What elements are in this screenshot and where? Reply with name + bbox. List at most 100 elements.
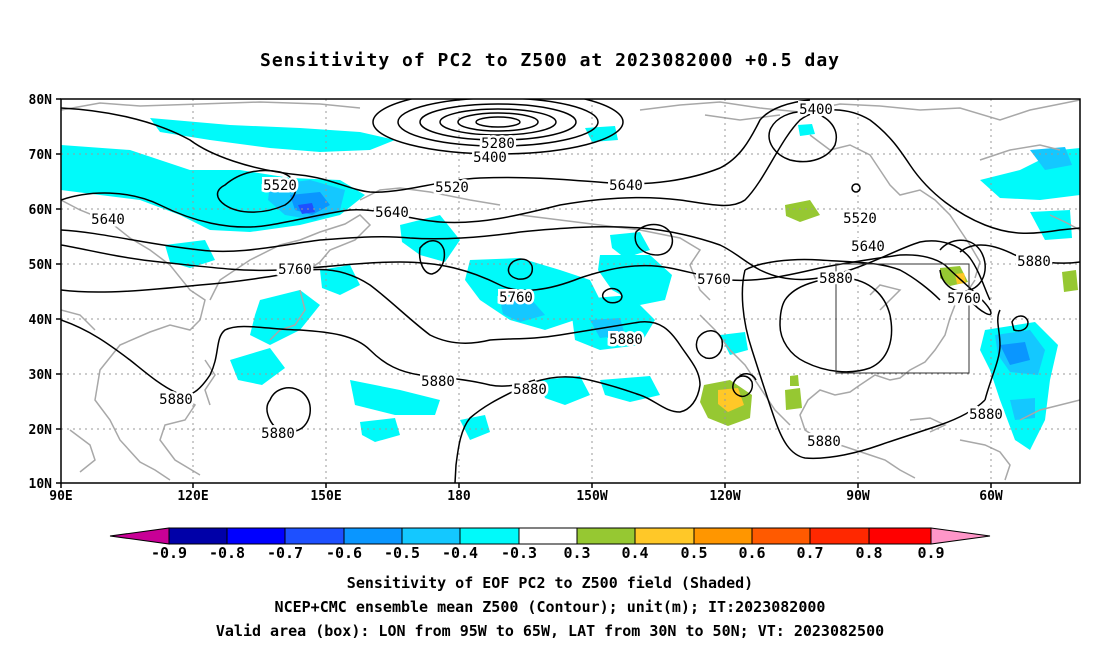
lon-label: 60W <box>979 489 1003 504</box>
shade-negative <box>250 290 320 345</box>
colorbar-label: -0.5 <box>384 544 420 562</box>
shade-negative <box>600 376 660 402</box>
colorbar-label: -0.9 <box>151 544 187 562</box>
contour-line <box>457 112 539 132</box>
coastline <box>159 394 201 476</box>
lon-label: 120W <box>709 489 740 504</box>
shade-negative <box>1030 147 1072 170</box>
contour-line <box>61 99 811 193</box>
contour-line <box>984 309 1001 401</box>
contour-line <box>939 239 986 292</box>
axis-ticks <box>56 98 992 488</box>
colorbar-swatch <box>168 527 228 545</box>
shade-negative <box>1030 210 1072 240</box>
shade-negative <box>350 380 440 415</box>
contour-label: 5760 <box>499 290 533 306</box>
contour-label: 5640 <box>91 212 125 228</box>
colorbar-swatch <box>868 527 932 545</box>
shade-positive <box>790 375 799 386</box>
shade-negative <box>298 203 315 214</box>
contour-label: 5760 <box>697 272 731 288</box>
contour-line <box>507 258 534 280</box>
contour-label: 5760 <box>278 262 312 278</box>
contour-label: 5640 <box>609 178 643 194</box>
contour-label: 5520 <box>435 180 469 196</box>
coastline <box>209 214 372 301</box>
contour-label: 5880 <box>513 382 547 398</box>
colorbar-swatch <box>401 527 461 545</box>
chart-title: Sensitivity of PC2 to Z500 at 2023082000… <box>259 50 840 71</box>
coastline <box>69 429 96 473</box>
lat-labels: 80N 70N 60N 50N 40N 30N 20N 10N <box>29 93 53 492</box>
coastline <box>519 214 711 301</box>
colorbar-label: -0.3 <box>501 544 537 562</box>
lat-label: 10N <box>29 477 53 492</box>
lat-label: 30N <box>29 368 53 383</box>
lat-label: 40N <box>29 313 53 328</box>
contour-line <box>741 269 986 460</box>
contour-line <box>61 109 1080 235</box>
shade-positive <box>785 388 802 410</box>
coastline <box>979 144 1061 161</box>
colorbar-right-arrow <box>930 527 991 545</box>
shade-negative <box>150 118 395 152</box>
shade-positive <box>1062 270 1078 292</box>
shade-negative <box>500 298 545 322</box>
contour-label: 5520 <box>263 178 297 194</box>
contour-line <box>732 375 754 398</box>
colorbar-swatch <box>226 527 286 545</box>
lon-labels: 90E 120E 150E 180 150W 120W 90W 60W <box>49 489 1003 504</box>
contour-line <box>634 223 674 256</box>
contour-label: 5880 <box>159 392 193 408</box>
contour-line <box>601 287 623 304</box>
colorbar-label: 0.9 <box>917 544 944 562</box>
coastline <box>1049 214 1080 231</box>
shade-negative <box>360 418 400 442</box>
footer-valid-area: Valid area (box): LON from 95W to 65W, L… <box>215 622 885 640</box>
coastline <box>869 284 902 311</box>
colorbar-label: -0.8 <box>209 544 245 562</box>
colorbar-label: 0.7 <box>796 544 823 562</box>
contour-label: 5880 <box>421 374 455 390</box>
lon-label: 150E <box>310 489 341 504</box>
contour-line <box>216 169 297 213</box>
map-frame <box>60 98 1081 484</box>
contour-label: 5880 <box>261 426 295 442</box>
contour-labels: 5400 5280 5400 5520 5520 5640 5640 5640 … <box>89 100 1054 453</box>
coastline <box>1019 399 1080 421</box>
contour-line <box>737 373 757 381</box>
colorbar-swatch <box>343 527 403 545</box>
coastline <box>959 439 1011 481</box>
colorbar-label: 0.6 <box>738 544 765 562</box>
colorbar-swatch <box>576 527 636 545</box>
contour-label: 5880 <box>1017 254 1051 270</box>
contour-label: 5880 <box>807 434 841 450</box>
contour-line <box>61 268 641 345</box>
colorbar-swatch <box>751 527 811 545</box>
lat-label: 80N <box>29 93 53 108</box>
coastline <box>809 134 981 279</box>
lon-label: 120E <box>177 489 208 504</box>
lat-label: 70N <box>29 148 53 163</box>
contour-line <box>695 330 724 360</box>
lon-label: 180 <box>447 489 471 504</box>
contour-line <box>419 103 577 141</box>
shade-negative <box>798 124 815 136</box>
colorbar-swatch <box>459 527 520 545</box>
colorbar-label: -0.4 <box>442 544 478 562</box>
contour-label: 5400 <box>799 102 833 118</box>
contour-line <box>944 264 992 316</box>
colorbar-swatch <box>634 527 695 545</box>
shade-negative <box>1000 342 1030 365</box>
contour-line <box>266 387 311 433</box>
contour-line <box>475 116 521 128</box>
lat-label: 50N <box>29 258 53 273</box>
colorbar-label: 0.8 <box>855 544 882 562</box>
coastline <box>704 114 781 121</box>
colorbar-label: -0.7 <box>267 544 303 562</box>
colorbar-swatch <box>693 527 753 545</box>
contour-label: 5880 <box>609 332 643 348</box>
lat-label: 60N <box>29 203 53 218</box>
shaded-sensitivity-field <box>61 118 1080 450</box>
